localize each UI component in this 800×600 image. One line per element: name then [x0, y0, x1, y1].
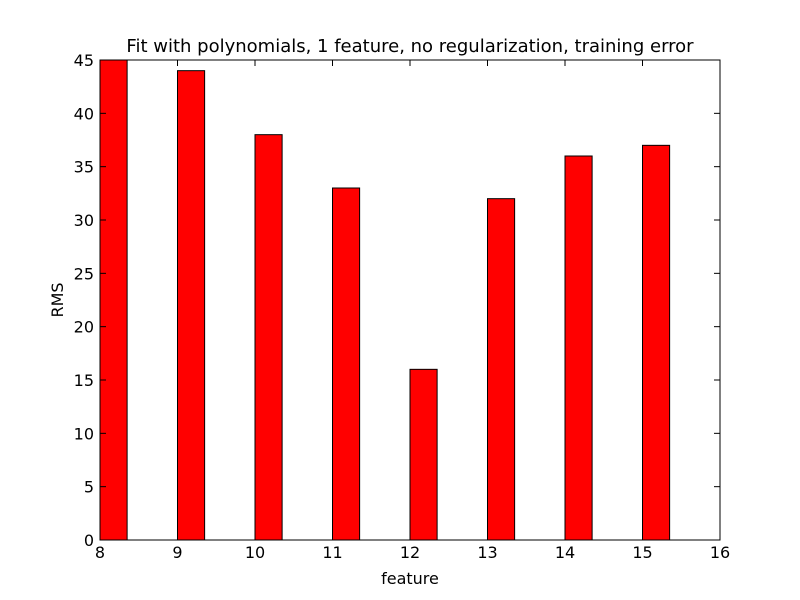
x-tick-label: 14	[555, 543, 575, 562]
bar-14	[564, 155, 593, 541]
bar-13	[487, 198, 516, 541]
bars-group	[99, 59, 671, 541]
bar-15	[642, 144, 671, 541]
bar-10	[254, 134, 283, 541]
x-tick-label: 8	[95, 543, 105, 562]
y-axis-label: RMS	[48, 282, 67, 317]
y-tick-label: 15	[74, 371, 94, 390]
y-tick-label: 40	[74, 104, 94, 123]
bar-8	[99, 59, 128, 541]
y-tick-label: 0	[84, 531, 94, 550]
x-tick-label: 11	[322, 543, 342, 562]
y-tick-label: 45	[74, 51, 94, 70]
chart-title: Fit with polynomials, 1 feature, no regu…	[126, 36, 694, 57]
y-tick-label: 30	[74, 211, 94, 230]
bar-12	[409, 368, 438, 541]
bar-9	[177, 70, 206, 541]
x-tick-label: 10	[245, 543, 265, 562]
ticks-group: 8 9 10 11 12 13 14 15 16 0 5 10 15 20 25 30 35 40 45	[74, 51, 731, 562]
x-tick-label: 12	[400, 543, 420, 562]
x-tick-label: 9	[172, 543, 182, 562]
y-tick-label: 35	[74, 158, 94, 177]
y-tick-label: 5	[84, 478, 94, 497]
y-tick-label: 10	[74, 424, 94, 443]
bar-11	[332, 187, 361, 541]
x-tick-label: 13	[477, 543, 497, 562]
y-tick-label: 25	[74, 264, 94, 283]
x-tick-label: 16	[710, 543, 730, 562]
y-tick-label: 20	[74, 318, 94, 337]
x-axis-label: feature	[381, 569, 439, 588]
x-tick-label: 15	[632, 543, 652, 562]
